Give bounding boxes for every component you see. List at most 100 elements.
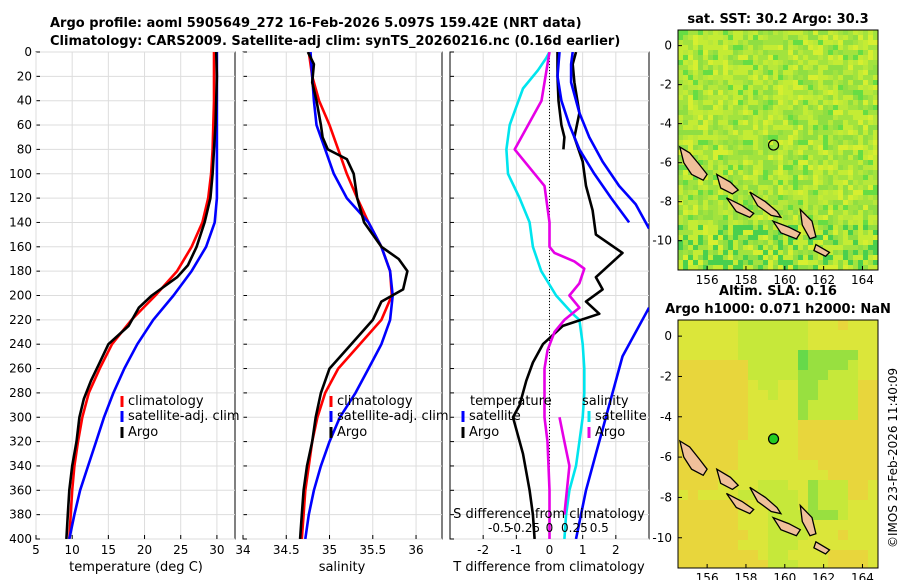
sla-map-panel: Altim. SLA: 0.16 Argo h1000: 0.071 h2000… [652, 284, 890, 580]
map-cell [858, 560, 868, 568]
map-cell [768, 50, 773, 55]
map-cell [768, 155, 773, 160]
map-cell [828, 90, 833, 95]
map-cell [848, 320, 858, 330]
map-cell [713, 70, 718, 75]
map-cell [743, 55, 748, 60]
map-cell [748, 45, 753, 50]
map-cell [798, 220, 803, 225]
map-cell [873, 260, 878, 265]
map-cell [833, 95, 838, 100]
map-cell [728, 95, 733, 100]
map-cell [873, 255, 878, 260]
map-cell [778, 330, 788, 340]
map-cell [683, 120, 688, 125]
map-cell [738, 230, 743, 235]
y-tick-label: 380 [9, 508, 32, 522]
map-cell [748, 330, 758, 340]
map-cell [818, 530, 828, 540]
map-cell [873, 230, 878, 235]
map-cell [828, 100, 833, 105]
map-cell [773, 240, 778, 245]
map-cell [708, 530, 718, 540]
map-cell [708, 470, 718, 480]
map-cell [758, 30, 763, 35]
map-cell [678, 135, 683, 140]
map-cell [823, 180, 828, 185]
map-cell [683, 260, 688, 265]
map-cell [738, 85, 743, 90]
map-cell [803, 115, 808, 120]
map-cell [678, 470, 688, 480]
map-cell [713, 170, 718, 175]
map-cell [733, 220, 738, 225]
map-cell [868, 160, 873, 165]
map-cell [708, 115, 713, 120]
map-cell [813, 250, 818, 255]
map-cell [678, 235, 683, 240]
map-cell [833, 40, 838, 45]
map-cell [783, 140, 788, 145]
y-tick-label: 20 [17, 69, 32, 83]
map-cell [728, 65, 733, 70]
map-cell [693, 205, 698, 210]
map-cell [843, 115, 848, 120]
map-cell [688, 560, 698, 568]
map-cell [788, 165, 793, 170]
map-cell [728, 400, 738, 410]
map-cell [848, 110, 853, 115]
map-cell [773, 105, 778, 110]
map-cell [688, 90, 693, 95]
map-cell [708, 490, 718, 500]
x-tick-label: -1 [510, 543, 522, 557]
map-cell [843, 225, 848, 230]
series-line-argo [298, 52, 409, 539]
map-cell [688, 235, 693, 240]
map-cell [873, 105, 878, 110]
y-tick-label: 60 [17, 118, 32, 132]
map-cell [783, 155, 788, 160]
map-cell [773, 180, 778, 185]
island [771, 219, 802, 240]
map-cell [808, 560, 818, 568]
map-cell [873, 220, 878, 225]
map-cell [788, 430, 798, 440]
legend-satellite-label: satellite-adj. clim [337, 409, 449, 424]
map-cell [838, 65, 843, 70]
map-cell [743, 260, 748, 265]
map-cell [868, 175, 873, 180]
map-cell [678, 350, 688, 360]
map-cell [748, 115, 753, 120]
map-cell [828, 255, 833, 260]
map-cell [838, 80, 843, 85]
x-tick-label: 156 [696, 273, 719, 287]
map-cell [678, 230, 683, 235]
map-cell [748, 350, 758, 360]
map-cell [843, 70, 848, 75]
map-cell [738, 35, 743, 40]
map-cell [793, 70, 798, 75]
map-cell [688, 180, 693, 185]
map-cell [723, 200, 728, 205]
x-tick-label: 25 [173, 543, 188, 557]
difference-legend-salinity: salinity satellite Argo [582, 394, 647, 440]
map-cell [838, 135, 843, 140]
map-cell [873, 65, 878, 70]
map-cell [733, 55, 738, 60]
map-cell [828, 430, 838, 440]
map-cell [848, 530, 858, 540]
map-cell [868, 460, 878, 470]
map-cell [688, 210, 693, 215]
map-cell [818, 390, 828, 400]
map-cell [713, 205, 718, 210]
map-cell [678, 195, 683, 200]
map-cell [718, 95, 723, 100]
difference-series [505, 52, 649, 539]
map-cell [788, 200, 793, 205]
map-cell [853, 135, 858, 140]
map-cell [758, 120, 763, 125]
map-cell [753, 165, 758, 170]
map-cell [773, 30, 778, 35]
map-cell [868, 500, 878, 510]
